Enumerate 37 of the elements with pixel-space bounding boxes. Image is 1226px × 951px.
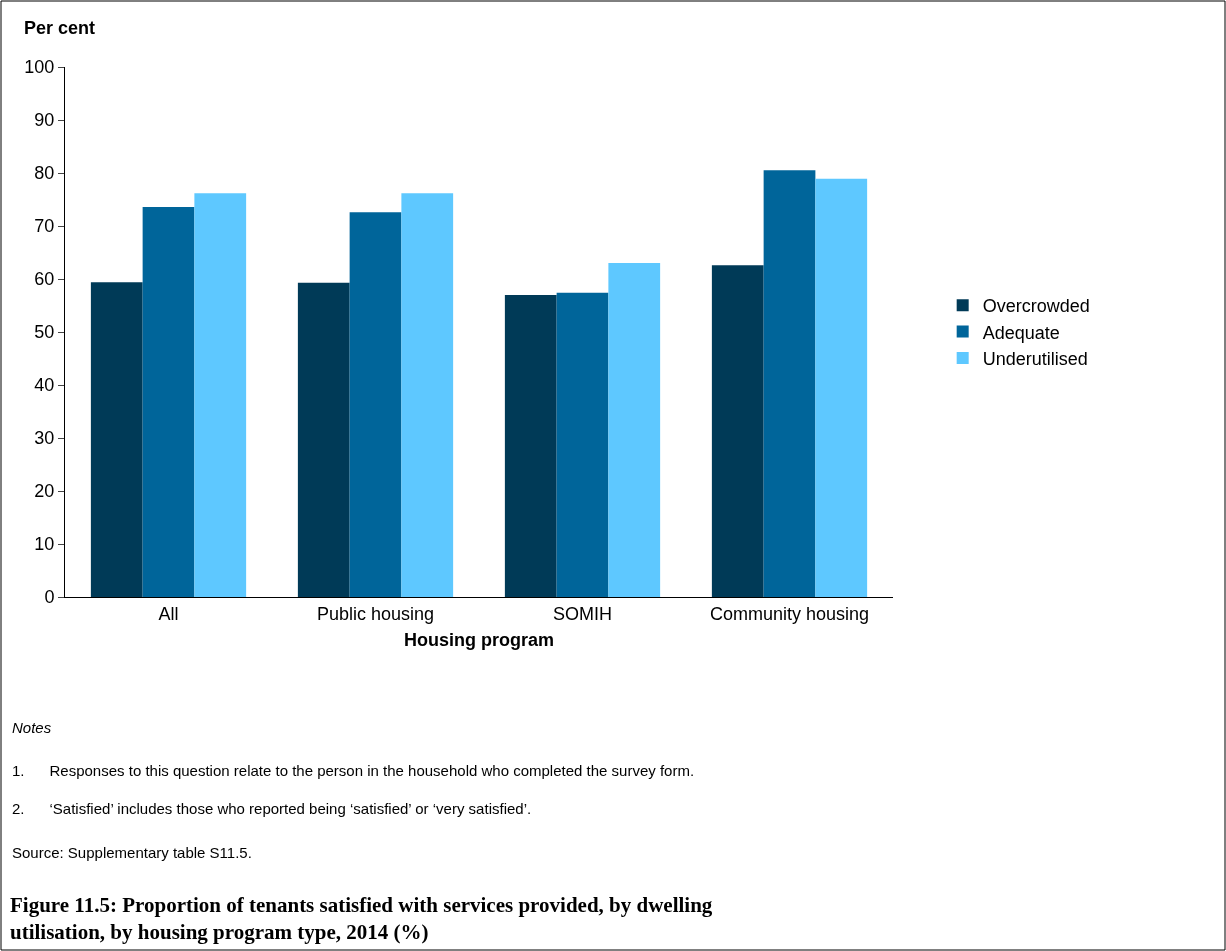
bar [297, 282, 350, 597]
y-tick-label: 90 [34, 110, 55, 131]
legend-label: Adequate [982, 322, 1060, 343]
y-tick-label: 40 [34, 375, 55, 396]
source-note: Source: Supplementary table S11.5. [12, 844, 252, 861]
bar [142, 206, 195, 597]
text: 2. ‘Satisfied’ includes those who reported being ‘satisfied’ or ‘very satisfied’. [12, 800, 532, 817]
y-tick-label: 0 [44, 587, 55, 608]
y-tick-label: 50 [34, 322, 55, 343]
y-tick-label: 80 [34, 163, 55, 184]
bar [763, 170, 816, 597]
bar [815, 178, 868, 597]
bar [401, 193, 454, 597]
y-tick-label: 100 [24, 57, 55, 78]
bar [504, 294, 557, 597]
x-tick-label: Public housing [316, 603, 435, 624]
text: Figure 11.5: Proportion of tenants satisfied with services provided, by dwelling utilisation, by housing program type, 2014 (%) [10, 893, 713, 945]
y-tick-label: 20 [34, 481, 55, 502]
x-tick-label: All [158, 603, 179, 624]
text: 1. Responses to this question relate to the person in the household who completed the survey form. [12, 762, 695, 779]
bar [608, 263, 661, 597]
legend-label: Overcrowded [982, 296, 1090, 317]
y-tick-label: 60 [34, 269, 55, 290]
bar [194, 193, 247, 597]
y-tick-label: 30 [34, 428, 55, 449]
y-tick-label: 70 [34, 216, 55, 237]
x-axis-title: Housing program [403, 629, 555, 650]
y-tick-label: 10 [34, 534, 55, 555]
y-axis-title: Per cent [24, 18, 96, 38]
bar [556, 292, 609, 597]
bar [349, 212, 402, 597]
bar [711, 265, 764, 597]
legend-label: Underutilised [982, 349, 1088, 370]
text: Notes [12, 719, 52, 736]
bar [90, 282, 143, 597]
x-tick-label: Community housing [709, 603, 870, 624]
x-tick-label: SOMIH [552, 603, 613, 624]
